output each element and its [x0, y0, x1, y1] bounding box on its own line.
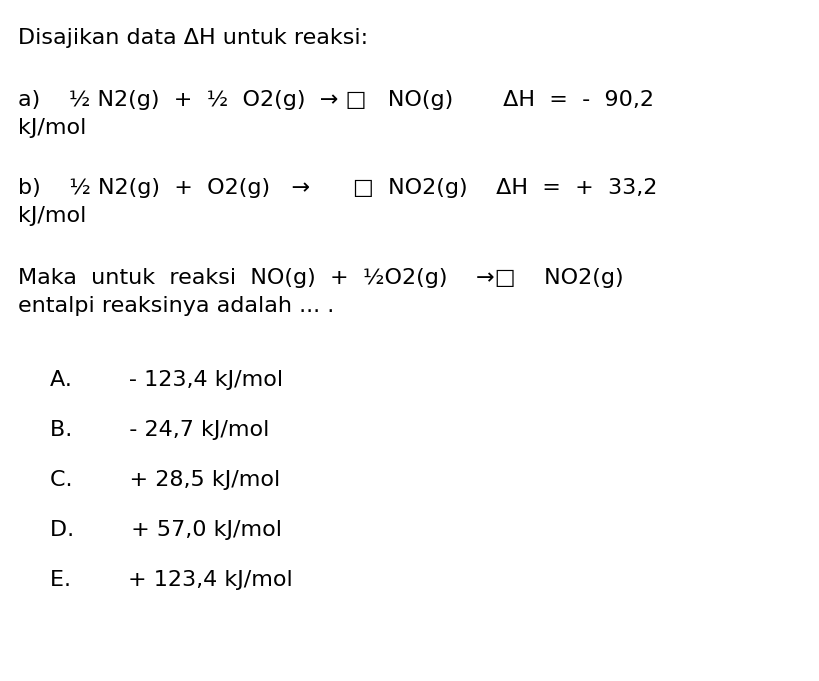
Text: entalpi reaksinya adalah ... .: entalpi reaksinya adalah ... .	[18, 296, 334, 316]
Text: C.        + 28,5 kJ/mol: C. + 28,5 kJ/mol	[50, 470, 280, 490]
Text: kJ/mol: kJ/mol	[18, 206, 86, 226]
Text: b)    ½ N2(g)  +  O2(g)   →      □  NO2(g)    ΔH  =  +  33,2: b) ½ N2(g) + O2(g) → □ NO2(g) ΔH = + 33,…	[18, 178, 658, 198]
Text: Maka  untuk  reaksi  NO(g)  +  ½O2(g)    →□    NO2(g): Maka untuk reaksi NO(g) + ½O2(g) →□ NO2(…	[18, 268, 623, 288]
Text: B.        - 24,7 kJ/mol: B. - 24,7 kJ/mol	[50, 420, 269, 440]
Text: a)    ½ N2(g)  +  ½  O2(g)  → □   NO(g)       ΔH  =  -  90,2: a) ½ N2(g) + ½ O2(g) → □ NO(g) ΔH = - 90…	[18, 90, 654, 110]
Text: A.        - 123,4 kJ/mol: A. - 123,4 kJ/mol	[50, 370, 283, 390]
Text: E.        + 123,4 kJ/mol: E. + 123,4 kJ/mol	[50, 570, 292, 590]
Text: Disajikan data ΔH untuk reaksi:: Disajikan data ΔH untuk reaksi:	[18, 28, 368, 48]
Text: kJ/mol: kJ/mol	[18, 118, 86, 138]
Text: D.        + 57,0 kJ/mol: D. + 57,0 kJ/mol	[50, 520, 282, 540]
